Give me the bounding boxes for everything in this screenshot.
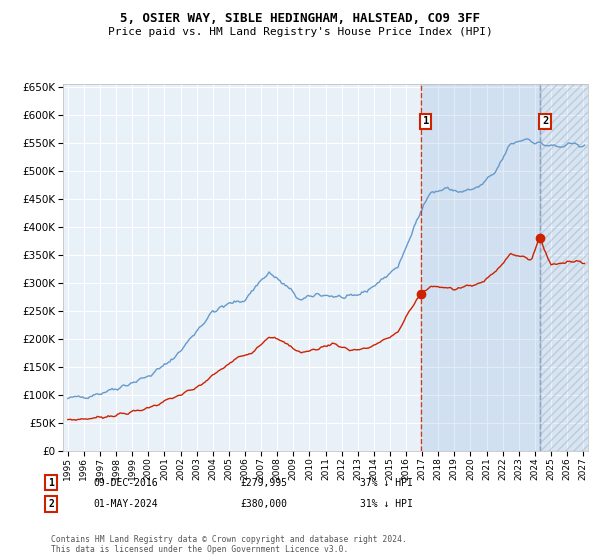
Text: 31% ↓ HPI: 31% ↓ HPI <box>360 499 413 509</box>
Bar <box>540 76 591 451</box>
Text: 1: 1 <box>422 116 429 127</box>
Text: 01-MAY-2024: 01-MAY-2024 <box>93 499 158 509</box>
Bar <box>540 84 599 451</box>
Text: 1: 1 <box>48 478 54 488</box>
Text: 09-DEC-2016: 09-DEC-2016 <box>93 478 158 488</box>
Text: 5, OSIER WAY, SIBLE HEDINGHAM, HALSTEAD, CO9 3FF: 5, OSIER WAY, SIBLE HEDINGHAM, HALSTEAD,… <box>120 12 480 25</box>
Text: 37% ↓ HPI: 37% ↓ HPI <box>360 478 413 488</box>
Text: 2: 2 <box>48 499 54 509</box>
Text: Contains HM Land Registry data © Crown copyright and database right 2024.
This d: Contains HM Land Registry data © Crown c… <box>51 535 407 554</box>
Bar <box>421 84 540 451</box>
Text: 2: 2 <box>542 116 548 127</box>
Text: Price paid vs. HM Land Registry's House Price Index (HPI): Price paid vs. HM Land Registry's House … <box>107 27 493 38</box>
Text: £279,995: £279,995 <box>240 478 287 488</box>
Text: £380,000: £380,000 <box>240 499 287 509</box>
